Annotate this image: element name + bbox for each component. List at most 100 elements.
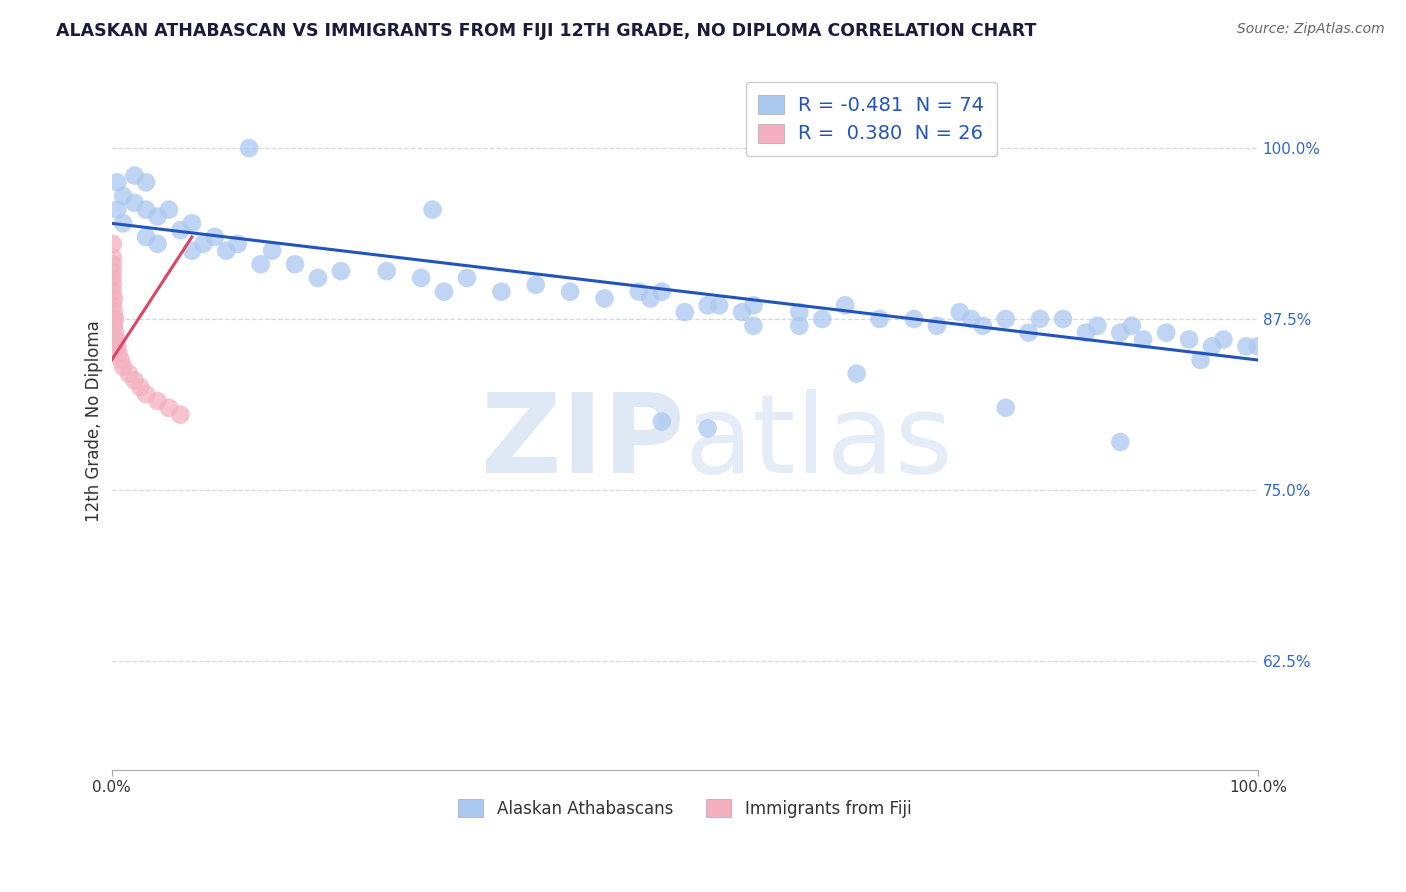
Point: [118, 367, 141, 381]
Point: [651, 285, 673, 299]
Point: [112, 189, 135, 203]
Point: [994, 312, 1017, 326]
Point: [1212, 333, 1234, 347]
Point: [157, 401, 180, 415]
Point: [789, 318, 811, 333]
Point: [960, 312, 983, 326]
Point: [104, 312, 127, 326]
Point: [422, 202, 444, 217]
Point: [1234, 339, 1257, 353]
Point: [1074, 326, 1097, 340]
Point: [1052, 312, 1074, 326]
Point: [307, 271, 329, 285]
Point: [101, 264, 124, 278]
Point: [903, 312, 925, 326]
Point: [869, 312, 891, 326]
Point: [707, 298, 730, 312]
Point: [284, 257, 307, 271]
Text: ALASKAN ATHABASCAN VS IMMIGRANTS FROM FIJI 12TH GRADE, NO DIPLOMA CORRELATION CH: ALASKAN ATHABASCAN VS IMMIGRANTS FROM FI…: [56, 22, 1036, 40]
Text: ZIP: ZIP: [481, 389, 685, 496]
Point: [558, 285, 581, 299]
Point: [925, 318, 948, 333]
Point: [193, 236, 215, 251]
Point: [238, 141, 260, 155]
Legend: Alaskan Athabascans, Immigrants from Fiji: Alaskan Athabascans, Immigrants from Fij…: [451, 792, 918, 824]
Point: [411, 271, 433, 285]
Point: [1109, 435, 1132, 450]
Point: [110, 353, 132, 368]
Point: [169, 223, 191, 237]
Point: [731, 305, 754, 319]
Point: [124, 169, 146, 183]
Point: [107, 346, 129, 360]
Point: [146, 236, 169, 251]
Point: [101, 277, 124, 292]
Point: [1247, 339, 1270, 353]
Point: [789, 305, 811, 319]
Point: [103, 318, 125, 333]
Point: [696, 298, 718, 312]
Point: [1132, 333, 1154, 347]
Point: [651, 415, 673, 429]
Point: [129, 380, 152, 394]
Point: [1029, 312, 1052, 326]
Point: [105, 333, 128, 347]
Point: [456, 271, 478, 285]
Point: [262, 244, 284, 258]
Point: [1154, 326, 1177, 340]
Point: [593, 292, 616, 306]
Point: [112, 216, 135, 230]
Point: [1018, 326, 1040, 340]
Point: [135, 230, 157, 244]
Point: [146, 394, 169, 409]
Point: [1109, 326, 1132, 340]
Point: [491, 285, 513, 299]
Point: [1121, 318, 1143, 333]
Point: [1189, 353, 1212, 368]
Point: [949, 305, 972, 319]
Point: [742, 298, 765, 312]
Point: [105, 175, 128, 189]
Point: [103, 305, 125, 319]
Point: [157, 202, 180, 217]
Point: [994, 401, 1017, 415]
Point: [180, 216, 202, 230]
Point: [124, 374, 146, 388]
Point: [226, 236, 249, 251]
Point: [135, 202, 157, 217]
Text: Source: ZipAtlas.com: Source: ZipAtlas.com: [1237, 22, 1385, 37]
Point: [204, 230, 226, 244]
Point: [742, 318, 765, 333]
Point: [845, 367, 868, 381]
Point: [811, 312, 834, 326]
Point: [375, 264, 398, 278]
Point: [249, 257, 271, 271]
Point: [696, 421, 718, 435]
Point: [124, 195, 146, 210]
Point: [1178, 333, 1201, 347]
Point: [135, 387, 157, 401]
Point: [972, 318, 994, 333]
Point: [433, 285, 456, 299]
Point: [101, 312, 124, 326]
Point: [101, 257, 124, 271]
Point: [640, 292, 662, 306]
Point: [146, 210, 169, 224]
Point: [105, 202, 128, 217]
Point: [180, 244, 202, 258]
Point: [101, 251, 124, 265]
Point: [627, 285, 650, 299]
Point: [834, 298, 856, 312]
Point: [673, 305, 696, 319]
Point: [112, 359, 135, 374]
Point: [104, 326, 127, 340]
Text: atlas: atlas: [685, 389, 953, 496]
Point: [169, 408, 191, 422]
Point: [329, 264, 352, 278]
Y-axis label: 12th Grade, No Diploma: 12th Grade, No Diploma: [86, 320, 103, 523]
Point: [135, 175, 157, 189]
Point: [1201, 339, 1223, 353]
Point: [524, 277, 547, 292]
Point: [101, 298, 124, 312]
Point: [105, 339, 128, 353]
